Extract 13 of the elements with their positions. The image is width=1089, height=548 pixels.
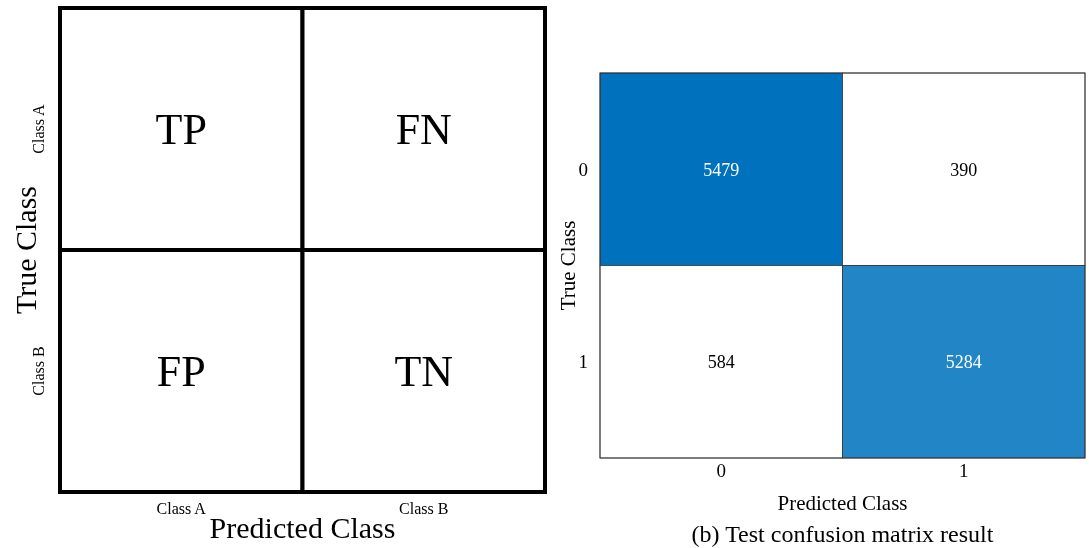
text: (b) Test confusion matrix result: [691, 521, 994, 548]
text: TP: [155, 105, 207, 155]
text: FN: [395, 105, 452, 155]
text: TN: [394, 347, 454, 397]
x-axis-title: Predicted Class: [209, 510, 396, 544]
text: FP: [156, 347, 206, 397]
y-axis-title: True Class: [8, 185, 42, 315]
data-label: 5284: [945, 352, 982, 373]
x-axis-title: Predicted Class: [777, 491, 908, 516]
y-axis-title: True Class: [556, 220, 581, 311]
data-label: 390: [950, 159, 978, 180]
data-label: 5479: [703, 159, 740, 180]
data-label: 584: [707, 352, 735, 373]
